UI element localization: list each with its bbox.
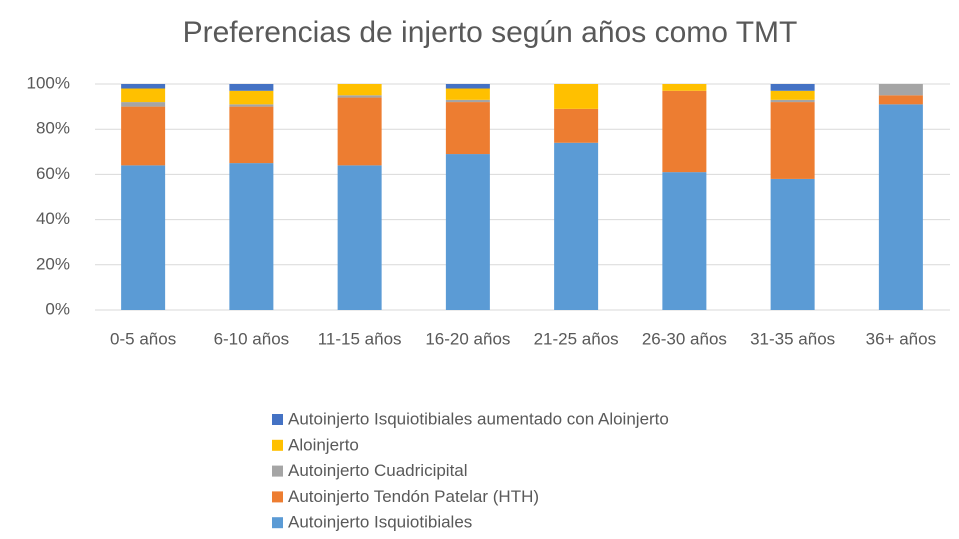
x-tick-label: 36+ años — [866, 329, 936, 348]
bar-segment — [554, 84, 599, 109]
y-tick-label: 80% — [36, 119, 70, 138]
legend-swatch — [272, 465, 283, 477]
bar-segment — [445, 84, 490, 89]
bar-segment — [121, 102, 166, 107]
x-tick-label: 16-20 años — [425, 329, 510, 348]
y-tick-label: 60% — [36, 164, 70, 183]
bar-segment — [878, 95, 923, 105]
x-tick-label: 11-15 años — [318, 329, 402, 348]
bar-segment — [662, 90, 707, 173]
bar-segment — [445, 154, 490, 310]
bar-segment — [445, 99, 490, 103]
legend-label: Autoinjerto Cuadricipital — [288, 461, 468, 480]
bar-segment — [878, 84, 923, 96]
legend-label: Autoinjerto Isquiotibiales aumentado con… — [288, 409, 669, 428]
x-tick-label: 21-25 años — [534, 329, 619, 348]
bar-segment — [445, 88, 490, 100]
bar-segment — [662, 172, 707, 310]
legend-swatch — [272, 491, 283, 503]
bar-segment — [229, 90, 274, 105]
x-tick-label: 0-5 años — [110, 329, 176, 348]
legend-swatch — [272, 414, 283, 425]
bar-segment — [121, 84, 166, 89]
x-tick-label: 26-30 años — [642, 329, 727, 348]
bar-segment — [121, 106, 166, 166]
bar-segment — [229, 106, 274, 164]
x-tick-label: 31-35 años — [750, 329, 835, 348]
bar-segment — [770, 99, 815, 103]
y-tick-label: 20% — [36, 254, 70, 273]
bar-segment — [445, 102, 490, 155]
legend-label: Autoinjerto Isquiotibiales — [288, 513, 472, 532]
bar-segment — [337, 95, 382, 98]
bar-segment — [770, 90, 815, 100]
bar-segment — [229, 84, 274, 91]
bar-segment — [337, 165, 382, 310]
bar-segment — [337, 97, 382, 166]
x-tick-label: 6-10 años — [214, 329, 290, 348]
legend-swatch — [272, 439, 283, 451]
bar-segment — [229, 104, 274, 107]
bar-segment — [121, 165, 166, 310]
bar-segment — [554, 108, 599, 143]
bar-segment — [770, 178, 815, 310]
bar-segment — [229, 163, 274, 310]
y-tick-label: 100% — [27, 73, 70, 92]
legend-swatch — [272, 517, 283, 529]
legend-label: Autoinjerto Tendón Patelar (HTH) — [288, 487, 539, 506]
bar-segment — [878, 104, 923, 310]
bar-segment — [770, 84, 815, 91]
y-tick-label: 40% — [36, 209, 70, 228]
bar-segment — [554, 142, 599, 310]
bar-segment — [121, 88, 166, 103]
bar-segment — [662, 84, 707, 91]
bar-segment — [770, 102, 815, 179]
chart-title: Preferencias de injerto según años como … — [183, 16, 798, 49]
bar-segment — [337, 84, 382, 96]
y-tick-label: 0% — [45, 299, 70, 318]
legend-label: Aloinjerto — [288, 435, 359, 454]
